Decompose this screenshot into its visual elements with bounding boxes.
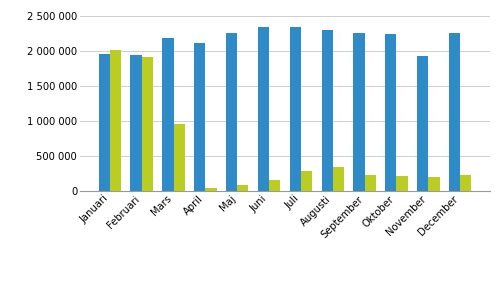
Bar <box>333 167 344 191</box>
Bar <box>290 27 301 191</box>
Bar <box>237 185 248 191</box>
Bar <box>98 54 110 191</box>
Bar <box>396 176 407 191</box>
Bar <box>206 188 216 191</box>
Bar <box>130 55 141 191</box>
Bar <box>226 33 237 191</box>
Bar <box>449 33 460 191</box>
Bar <box>301 171 312 191</box>
Bar <box>174 124 184 191</box>
Bar <box>386 34 396 191</box>
Bar <box>460 175 471 191</box>
Bar <box>110 50 121 191</box>
Bar <box>428 176 440 191</box>
Bar <box>162 38 173 191</box>
Bar <box>322 30 333 191</box>
Bar <box>364 175 376 191</box>
Bar <box>269 180 280 191</box>
Bar <box>417 56 428 191</box>
Bar <box>142 58 153 191</box>
Bar <box>194 43 205 191</box>
Bar <box>258 27 269 191</box>
Bar <box>354 33 364 191</box>
